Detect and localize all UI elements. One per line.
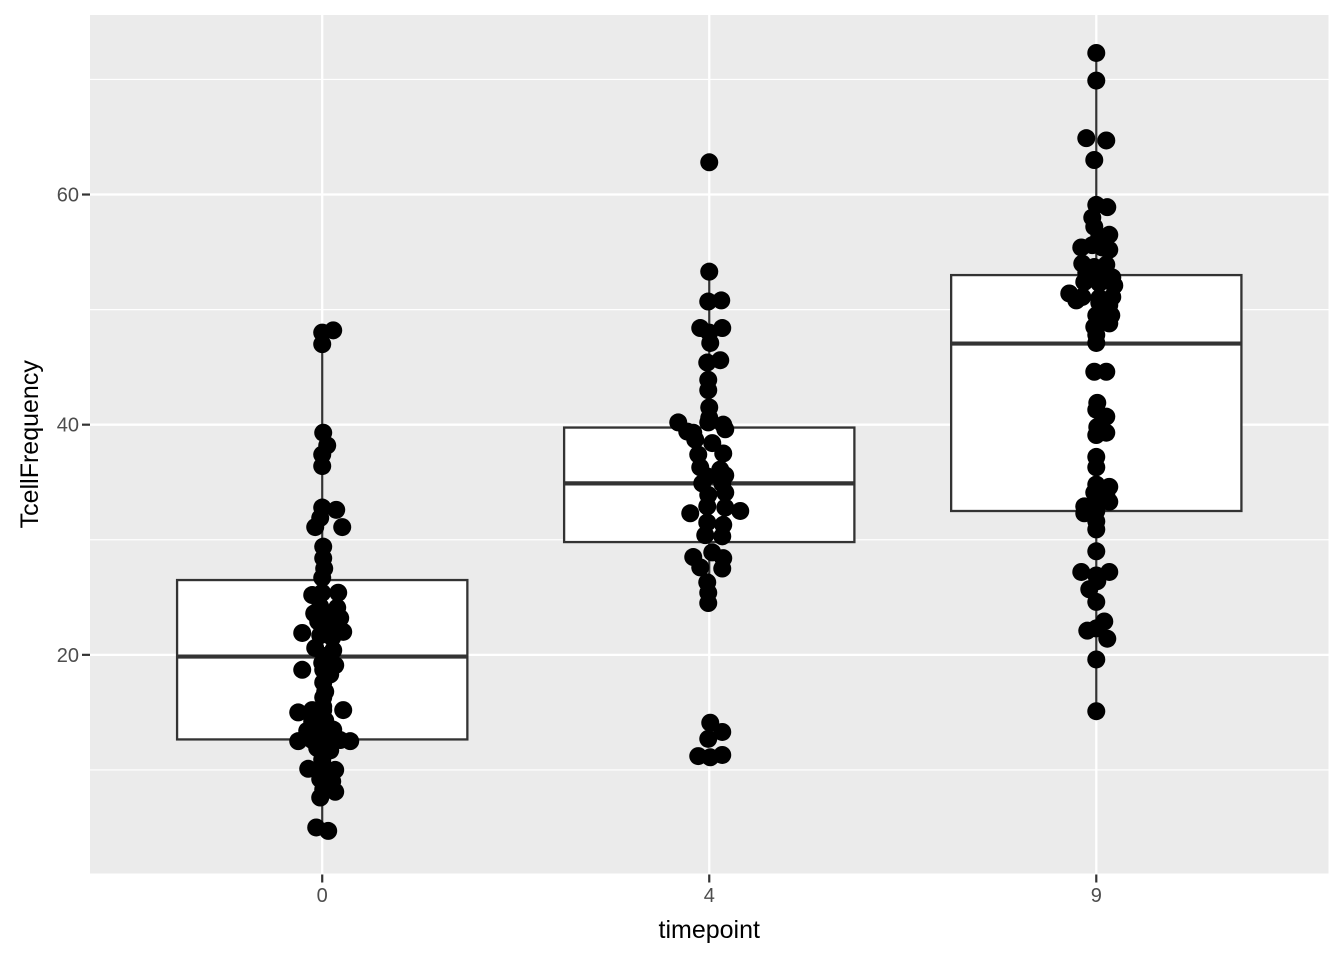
data-point: [313, 457, 332, 476]
data-point: [1087, 333, 1106, 352]
data-point: [714, 444, 733, 463]
data-point: [341, 732, 360, 751]
jitter-point-layer: [289, 43, 1124, 840]
data-point: [311, 788, 330, 807]
data-point: [1072, 562, 1091, 581]
x-tick-label: 4: [704, 885, 715, 907]
data-point: [313, 568, 332, 587]
data-point: [327, 500, 346, 519]
y-tick-label: 20: [57, 645, 79, 667]
data-point: [699, 292, 718, 311]
data-point: [699, 594, 718, 613]
data-point: [713, 527, 732, 546]
data-point: [713, 745, 732, 764]
data-point: [293, 623, 312, 642]
data-point: [716, 483, 735, 502]
data-point: [1075, 272, 1094, 291]
data-point: [1087, 592, 1106, 611]
data-point: [333, 518, 352, 537]
data-point: [1098, 198, 1117, 217]
data-point: [713, 559, 732, 578]
data-point: [1097, 131, 1116, 150]
data-point: [1087, 458, 1106, 477]
data-point: [1087, 650, 1106, 669]
data-point: [1090, 274, 1109, 293]
y-tick-label: 40: [57, 415, 79, 437]
data-point: [699, 413, 718, 432]
data-point: [700, 262, 719, 281]
data-point: [321, 613, 340, 632]
data-point: [313, 335, 332, 354]
data-point: [691, 558, 710, 577]
data-point: [696, 526, 715, 545]
data-point: [289, 703, 308, 722]
data-point: [699, 729, 718, 748]
data-point: [1085, 151, 1104, 170]
data-point: [334, 701, 353, 720]
data-point: [1087, 71, 1106, 90]
data-point: [716, 420, 735, 439]
data-point: [299, 759, 318, 778]
data-point: [1087, 520, 1106, 539]
data-point: [289, 732, 308, 751]
data-point: [1087, 702, 1106, 721]
data-point: [701, 333, 720, 352]
data-point: [681, 504, 700, 523]
x-axis-title: timepoint: [659, 916, 760, 944]
data-point: [306, 518, 325, 537]
x-tick-label: 9: [1091, 885, 1102, 907]
data-point: [293, 660, 312, 679]
data-point: [698, 497, 717, 516]
axis-tick-marks: [82, 193, 1098, 883]
data-point: [1067, 291, 1086, 310]
data-point: [1100, 314, 1119, 333]
y-axis-title: TcellFrequency: [16, 360, 44, 529]
data-point: [1100, 492, 1119, 511]
data-point: [1100, 240, 1119, 259]
data-point: [713, 319, 732, 338]
data-point: [716, 498, 735, 517]
x-tick-label: 0: [317, 885, 328, 907]
data-point: [329, 583, 348, 602]
data-point: [1097, 362, 1116, 381]
data-point: [700, 153, 719, 172]
data-point: [1087, 542, 1106, 561]
data-point: [731, 501, 750, 520]
axis-tick-labels: 20 40 60 0 4 9: [57, 185, 1102, 907]
data-point: [1087, 43, 1106, 62]
data-point: [713, 722, 732, 741]
data-point: [319, 821, 338, 840]
data-point: [711, 351, 730, 370]
data-point: [1087, 619, 1106, 638]
data-point: [686, 430, 705, 449]
data-point: [326, 782, 345, 801]
data-point: [1097, 423, 1116, 442]
y-tick-label: 60: [57, 185, 79, 207]
data-point: [712, 291, 731, 310]
data-point: [699, 381, 718, 400]
data-point: [1077, 129, 1096, 148]
